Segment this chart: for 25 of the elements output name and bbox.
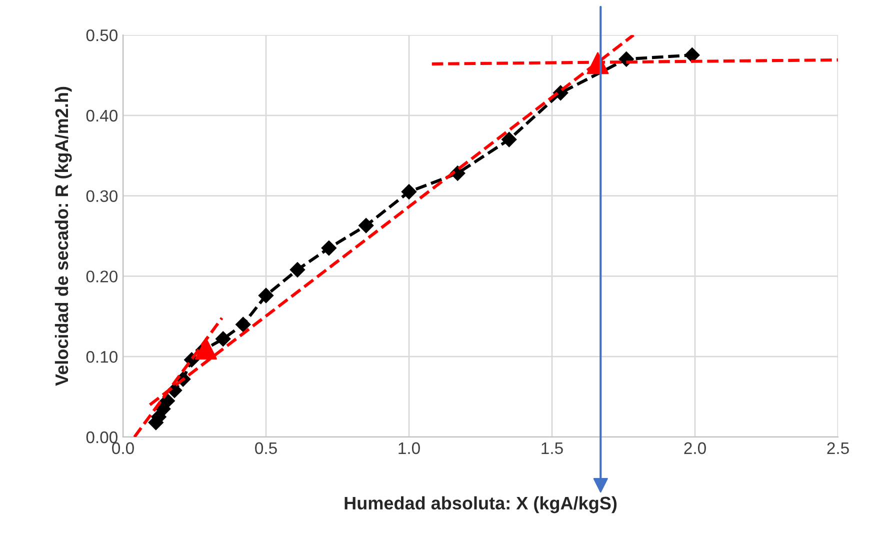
x-tick-label: 1.5 bbox=[542, 442, 563, 454]
y-tick-label: 0.50 bbox=[86, 29, 118, 42]
point bbox=[401, 184, 417, 200]
x-tick-label: 2.0 bbox=[684, 442, 706, 454]
point bbox=[502, 132, 517, 148]
x-tick-label: 0.0 bbox=[112, 442, 134, 454]
point bbox=[194, 338, 217, 360]
point bbox=[358, 218, 374, 234]
y-tick-label: 0.30 bbox=[86, 190, 118, 202]
y-axis-title: Velocidad de secado: R (kgA/m2.h) bbox=[54, 86, 72, 386]
point bbox=[321, 240, 336, 256]
y-tick-label: 0.20 bbox=[86, 270, 118, 282]
y-tick-label: 0.10 bbox=[86, 351, 118, 363]
point bbox=[160, 393, 175, 408]
point bbox=[216, 331, 231, 346]
point bbox=[236, 316, 251, 332]
point bbox=[258, 288, 274, 304]
y-tick-label: 0.40 bbox=[86, 110, 118, 122]
y-tick-label: 0.00 bbox=[86, 431, 118, 444]
x-tick-label: 1.0 bbox=[398, 442, 420, 454]
x-tick-label: 2.5 bbox=[827, 442, 849, 454]
point bbox=[290, 262, 306, 278]
x-axis-title: Humedad absoluta: X (kgA/kgS) bbox=[344, 496, 617, 514]
point bbox=[684, 48, 700, 63]
x-tick-label: 0.5 bbox=[255, 442, 277, 454]
